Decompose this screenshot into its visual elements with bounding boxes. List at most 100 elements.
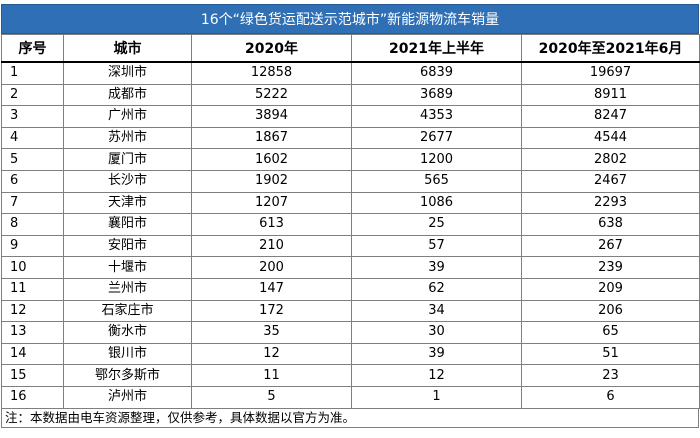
city-cell: 鄂尔多斯市 — [63, 364, 192, 387]
city-cell: 安阳市 — [63, 234, 192, 258]
number-cell: 39 — [351, 342, 522, 366]
city-cell: 银川市 — [63, 342, 192, 366]
number-cell: 8247 — [521, 105, 700, 128]
number-cell: 5 — [191, 385, 352, 409]
number-cell: 23 — [521, 364, 700, 387]
row-index: 16 — [1, 385, 64, 409]
city-cell: 苏州市 — [63, 126, 192, 150]
number-cell: 239 — [521, 256, 700, 279]
number-cell: 2467 — [521, 169, 700, 193]
row-index: 12 — [1, 299, 64, 323]
city-cell: 厦门市 — [63, 148, 192, 171]
number-cell: 172 — [191, 299, 352, 323]
number-cell: 4353 — [351, 105, 522, 128]
header-cell: 2021年上半年 — [351, 34, 522, 63]
number-cell: 267 — [521, 234, 700, 258]
header-cell: 2020年至2021年6月 — [521, 34, 700, 63]
table-row: 16 泸州市 5 1 6 — [1, 385, 700, 409]
number-cell: 35 — [191, 321, 352, 344]
number-cell: 210 — [191, 234, 352, 258]
city-cell: 广州市 — [63, 105, 192, 128]
number-cell: 206 — [521, 299, 700, 323]
number-cell: 1602 — [191, 148, 352, 171]
number-cell: 2802 — [521, 148, 700, 171]
table-row: 3 广州市 3894 4353 8247 — [1, 105, 700, 128]
city-cell: 长沙市 — [63, 169, 192, 193]
table-row: 13 衡水市 35 30 65 — [1, 321, 700, 344]
number-cell: 2677 — [351, 126, 522, 150]
table-row: 15 鄂尔多斯市 11 12 23 — [1, 364, 700, 387]
city-cell: 泸州市 — [63, 385, 192, 409]
number-cell: 8911 — [521, 83, 700, 107]
number-cell: 4544 — [521, 126, 700, 150]
row-index: 1 — [1, 61, 64, 85]
table-row: 10 十堰市 200 39 239 — [1, 256, 700, 279]
number-cell: 2293 — [521, 191, 700, 215]
city-cell: 兰州市 — [63, 277, 192, 301]
header-row: 序号 城市 2020年 2021年上半年 2020年至2021年6月 — [1, 34, 700, 63]
table-body: 1 深圳市 12858 6839 19697 2 成都市 5222 3689 8911 3 广州市 38… — [1, 61, 700, 409]
number-cell: 12 — [351, 364, 522, 387]
number-cell: 51 — [521, 342, 700, 366]
number-cell: 5222 — [191, 83, 352, 107]
table-row: 4 苏州市 1867 2677 4544 — [1, 126, 700, 150]
city-cell: 石家庄市 — [63, 299, 192, 323]
number-cell: 1902 — [191, 169, 352, 193]
document: 16个“绿色货运配送示范城市”新能源物流车销量 序号 城市 2020年 2021年上半… — [1, 4, 700, 438]
row-index: 2 — [1, 83, 64, 107]
table-row: 5 厦门市 1602 1200 2802 — [1, 148, 700, 171]
number-cell: 57 — [351, 234, 522, 258]
number-cell: 62 — [351, 277, 522, 301]
number-cell: 1 — [351, 385, 522, 409]
table-row: 1 深圳市 12858 6839 19697 — [1, 61, 700, 85]
number-cell: 200 — [191, 256, 352, 279]
page: 16个“绿色货运配送示范城市”新能源物流车销量 序号 城市 2020年 2021年上半… — [0, 4, 700, 438]
row-index: 15 — [1, 364, 64, 387]
number-cell: 3894 — [191, 105, 352, 128]
number-cell: 1200 — [351, 148, 522, 171]
row-index: 13 — [1, 321, 64, 344]
header-cell: 序号 — [1, 34, 64, 63]
city-cell: 衡水市 — [63, 321, 192, 344]
number-cell: 19697 — [521, 61, 700, 85]
table-title: 16个“绿色货运配送示范城市”新能源物流车销量 — [1, 4, 699, 34]
number-cell: 39 — [351, 256, 522, 279]
footnote: 注：本数据由电车资源整理，仅供参考，具体数据以官方为准。 — [1, 408, 699, 428]
table-row: 6 长沙市 1902 565 2467 — [1, 169, 700, 193]
row-index: 11 — [1, 277, 64, 301]
city-cell: 深圳市 — [63, 61, 192, 85]
number-cell: 1207 — [191, 191, 352, 215]
number-cell: 11 — [191, 364, 352, 387]
number-cell: 1867 — [191, 126, 352, 150]
row-index: 9 — [1, 234, 64, 258]
row-index: 7 — [1, 191, 64, 215]
number-cell: 30 — [351, 321, 522, 344]
number-cell: 25 — [351, 213, 522, 236]
number-cell: 565 — [351, 169, 522, 193]
sales-table: 序号 城市 2020年 2021年上半年 2020年至2021年6月 1 深圳市 12858… — [1, 34, 700, 409]
table-row: 8 襄阳市 613 25 638 — [1, 213, 700, 236]
row-index: 10 — [1, 256, 64, 279]
row-index: 5 — [1, 148, 64, 171]
number-cell: 209 — [521, 277, 700, 301]
number-cell: 613 — [191, 213, 352, 236]
city-cell: 十堰市 — [63, 256, 192, 279]
number-cell: 147 — [191, 277, 352, 301]
number-cell: 34 — [351, 299, 522, 323]
number-cell: 638 — [521, 213, 700, 236]
number-cell: 12 — [191, 342, 352, 366]
number-cell: 12858 — [191, 61, 352, 85]
table-row: 12 石家庄市 172 34 206 — [1, 299, 700, 323]
city-cell: 成都市 — [63, 83, 192, 107]
table-row: 2 成都市 5222 3689 8911 — [1, 83, 700, 107]
row-index: 6 — [1, 169, 64, 193]
row-index: 4 — [1, 126, 64, 150]
row-index: 3 — [1, 105, 64, 128]
row-index: 8 — [1, 213, 64, 236]
city-cell: 天津市 — [63, 191, 192, 215]
table-row: 11 兰州市 147 62 209 — [1, 277, 700, 301]
number-cell: 6 — [521, 385, 700, 409]
number-cell: 3689 — [351, 83, 522, 107]
header-cell: 城市 — [63, 34, 192, 63]
number-cell: 6839 — [351, 61, 522, 85]
